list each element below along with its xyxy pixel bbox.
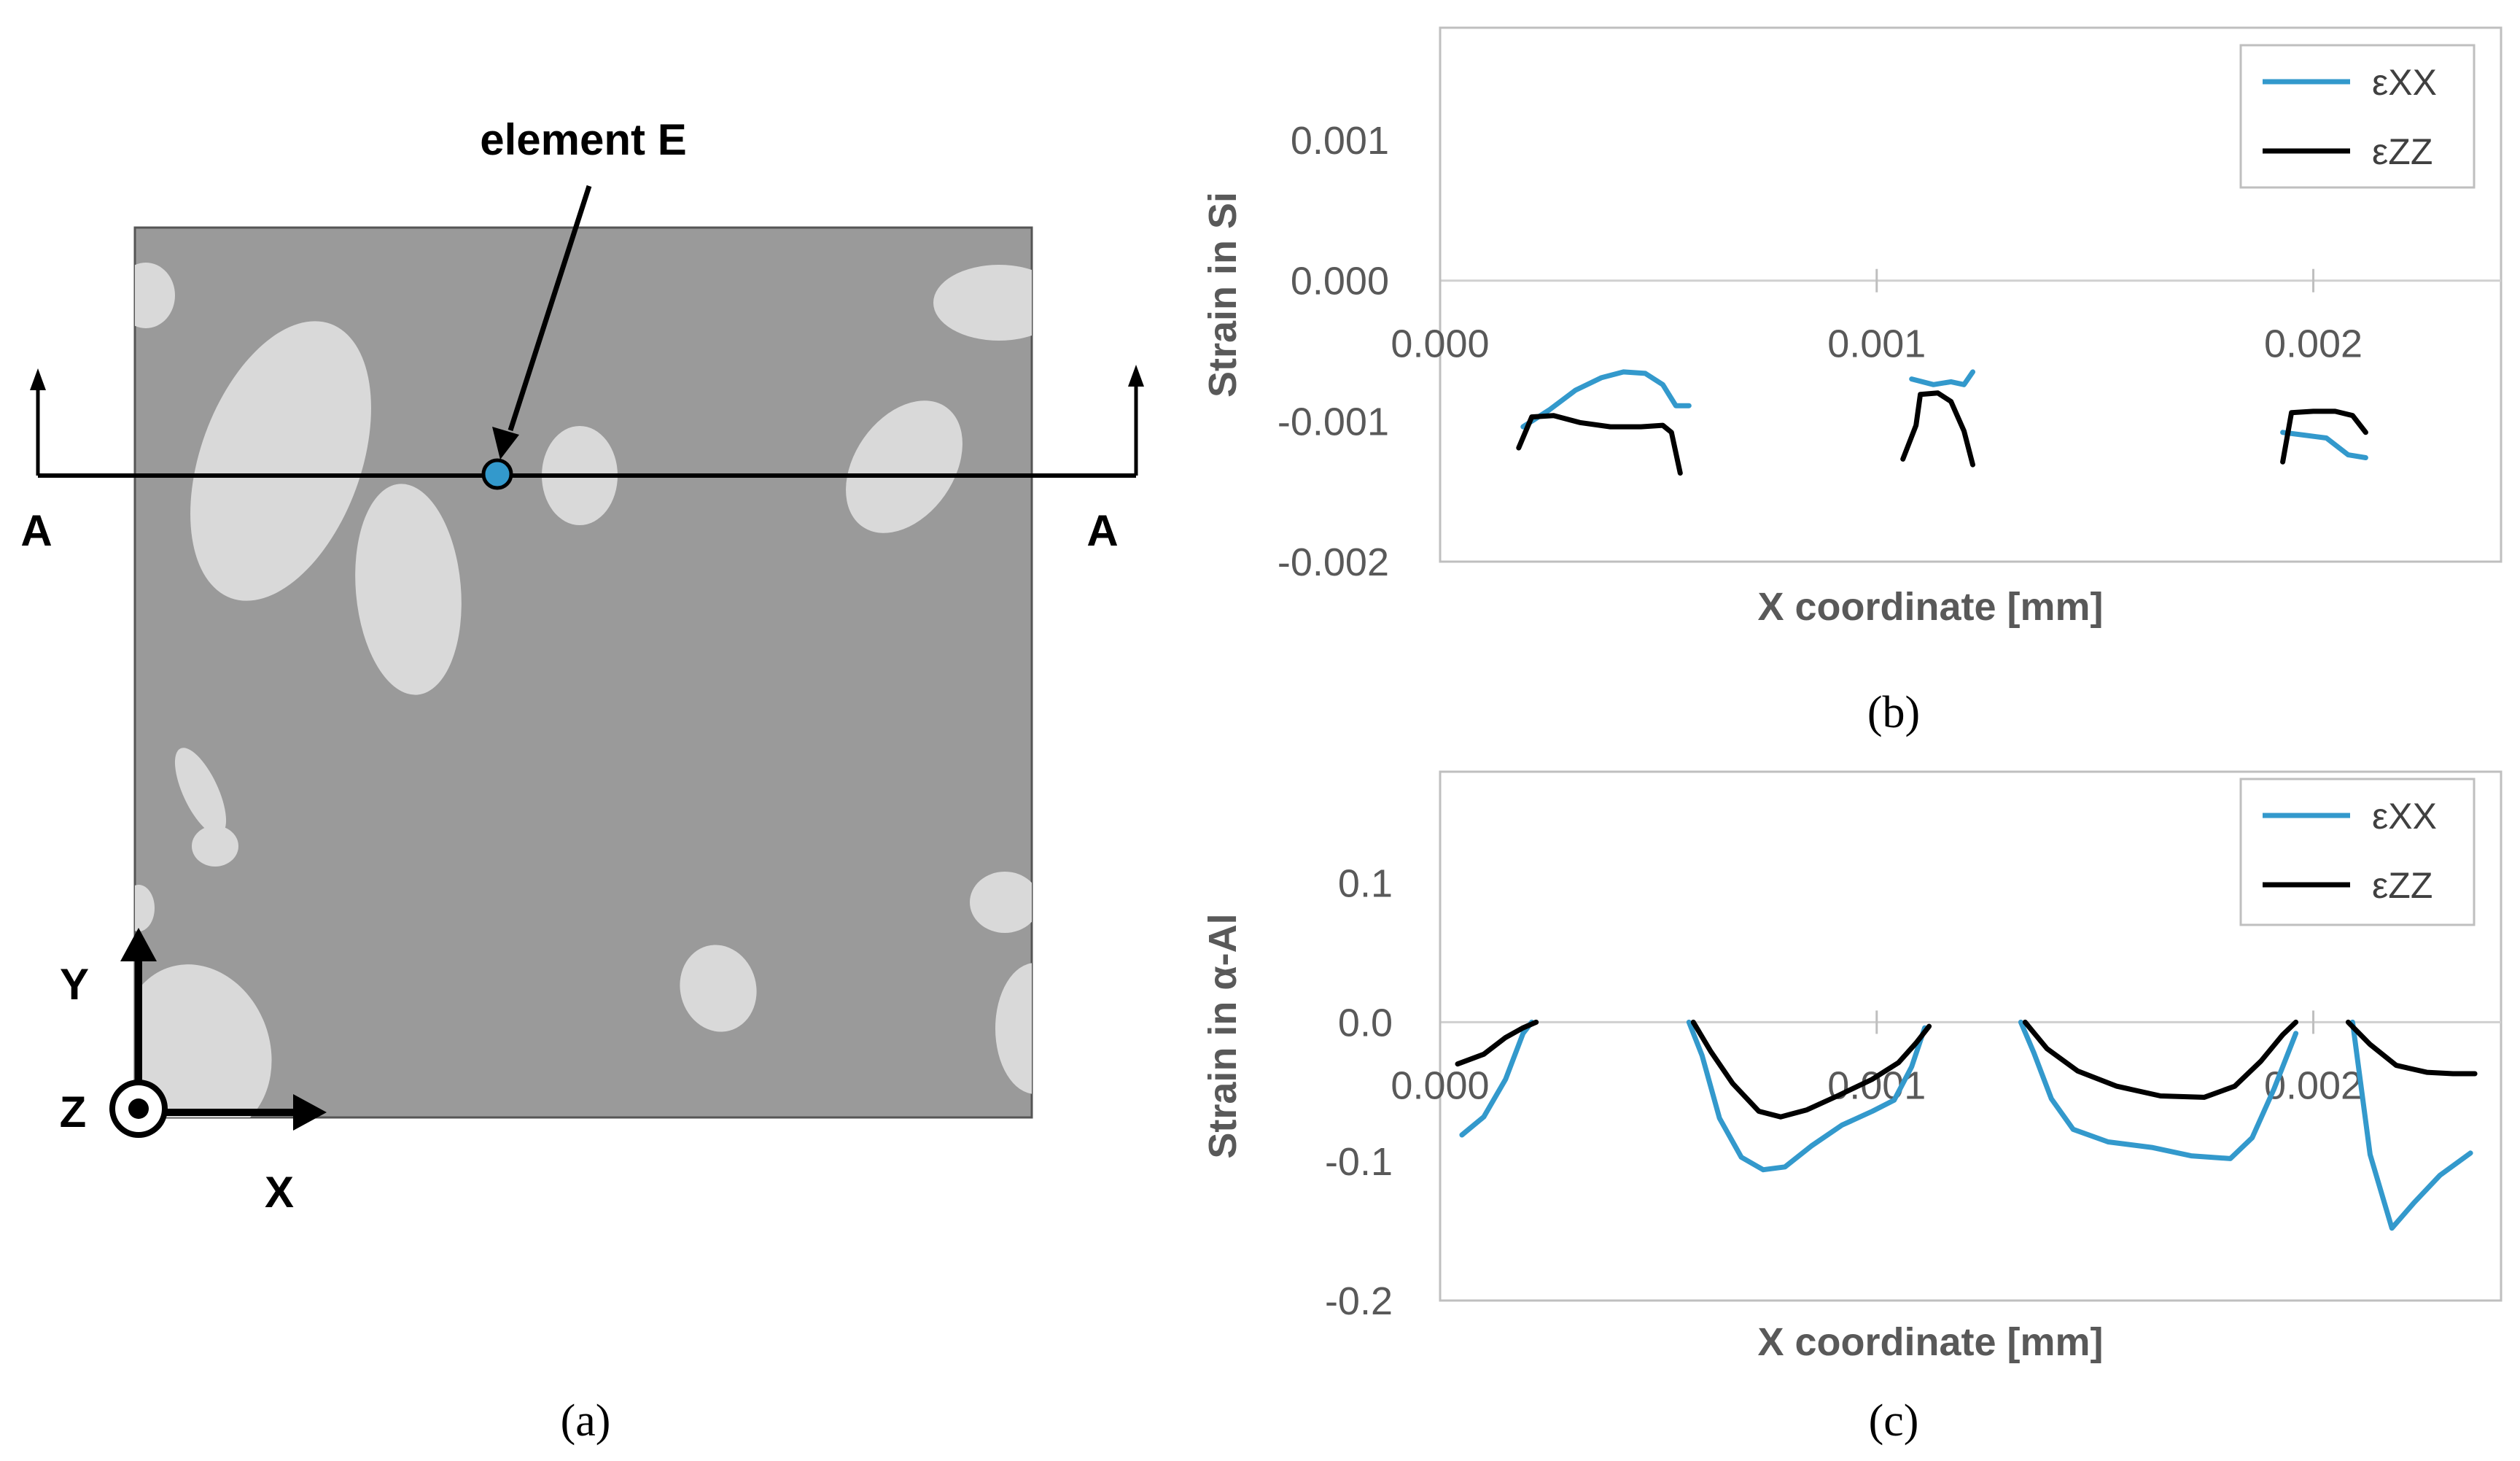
arrowhead-icon <box>120 928 157 961</box>
element-e-pointer <box>508 185 592 432</box>
legend-label: εZZ <box>2372 865 2432 906</box>
element-e-label: element E <box>480 115 686 164</box>
si-particle <box>846 400 962 533</box>
series-line <box>2280 408 2368 465</box>
si-particle <box>174 748 227 835</box>
series-line <box>1459 1019 1535 1138</box>
arrowhead-icon <box>30 368 46 390</box>
axis-z-label: Z <box>60 1088 87 1136</box>
y-tick-label: 0.000 <box>1291 260 1389 303</box>
arrowhead-icon <box>492 427 519 460</box>
y-tick-label: -0.1 <box>1325 1140 1393 1184</box>
y-tick-label: 0.001 <box>1291 119 1389 163</box>
si-particle <box>135 263 175 328</box>
si-particle <box>970 872 1032 933</box>
series-line <box>1909 369 1975 387</box>
section-label-right: A <box>1086 506 1118 555</box>
series-line <box>2349 1019 2473 1231</box>
series-line <box>1686 1019 1928 1173</box>
series-line <box>1690 1019 1932 1120</box>
x-tick-label: 0.001 <box>1827 322 1926 366</box>
legend-box <box>2239 44 2476 189</box>
section-label-left: A <box>20 506 52 555</box>
arrowhead-icon <box>293 1094 327 1131</box>
y-tick-label: -0.002 <box>1278 540 1389 584</box>
caption-a: (a) <box>561 1396 611 1446</box>
legend: εXX εZZ <box>2239 778 2476 926</box>
si-particle <box>933 265 1032 341</box>
series-line <box>1520 369 1692 430</box>
y-axis-title: Strain in α-Al <box>1201 913 1245 1158</box>
y-tick-label: 0.1 <box>1338 862 1393 906</box>
x-tick-label: 0.000 <box>1391 322 1489 366</box>
axis-x-label: X <box>265 1168 294 1217</box>
series-line <box>2018 1019 2299 1161</box>
legend: εXX εZZ <box>2239 44 2476 189</box>
y-axis-title: Strain in Si <box>1201 192 1245 398</box>
caption-b: (b) <box>1867 688 1920 737</box>
x-tick-label: 0.002 <box>2264 322 2362 366</box>
caption-c: (c) <box>1869 1396 1919 1446</box>
x-tick-label: 0.000 <box>1391 1063 1489 1107</box>
z-axis-dot <box>128 1098 149 1119</box>
x-axis-title: X coordinate [mm] <box>1757 585 2103 629</box>
legend-label: εZZ <box>2372 131 2432 172</box>
series-line <box>1516 413 1683 476</box>
legend-label: εXX <box>2372 62 2437 103</box>
series-line <box>2280 430 2368 460</box>
series-ezz <box>1516 390 2368 476</box>
axis-y-label: Y <box>60 960 89 1009</box>
series-line <box>2345 1019 2478 1077</box>
si-particle <box>190 321 371 601</box>
y-tick-label: -0.001 <box>1278 400 1389 443</box>
legend-box <box>2239 778 2476 926</box>
si-particle <box>135 885 155 931</box>
series-line <box>2022 1019 2299 1100</box>
si-particle <box>995 963 1032 1094</box>
x-axis-title: X coordinate [mm] <box>1757 1320 2103 1364</box>
y-tick-label: 0.0 <box>1338 1001 1393 1045</box>
legend-label: εXX <box>2372 796 2437 837</box>
element-e-marker <box>481 458 513 490</box>
si-particle <box>680 945 757 1032</box>
series-exx <box>1459 1019 2473 1231</box>
series-ezz <box>1455 1019 2478 1120</box>
series-line <box>1455 1019 1539 1067</box>
series-line <box>1900 390 1975 468</box>
si-particle <box>355 484 462 695</box>
panel-a: A A element E Y Z X (a) <box>20 115 1144 1446</box>
series-exx <box>1520 369 2368 460</box>
y-tick-label: -0.2 <box>1325 1279 1393 1323</box>
arrowhead-icon <box>1128 365 1144 387</box>
si-particle <box>192 826 238 867</box>
